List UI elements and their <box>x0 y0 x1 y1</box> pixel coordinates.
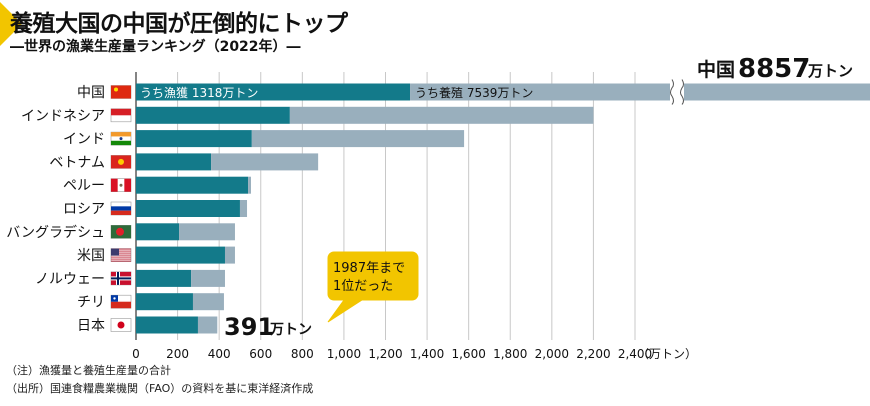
category-label: ペルー <box>63 178 105 194</box>
x-tick-label: 1,600 <box>451 347 485 361</box>
bar-capture <box>136 269 192 287</box>
bar-aquaculture <box>239 200 248 217</box>
bar-capture <box>136 106 290 124</box>
category-label: 中国 <box>77 85 105 101</box>
note-source: （出所）国連食糧農業機関（FAO）の資料を基に東洋経済作成 <box>6 382 314 395</box>
china-total-value: 8857 <box>738 54 810 84</box>
axis-break-mark <box>680 79 684 105</box>
aquaculture-data-label: うち養殖 7539万トン <box>415 85 533 100</box>
x-tick-label: 1,800 <box>493 347 527 361</box>
bar-capture <box>136 293 193 311</box>
china-total-unit: 万トン <box>807 62 853 80</box>
peru-flag-icon <box>110 178 132 192</box>
note-footnote: （注）漁獲量と養殖生産量の合計 <box>6 364 171 377</box>
bar-capture <box>136 83 411 101</box>
indonesia-flag-icon <box>110 108 132 123</box>
bar-capture <box>136 246 225 264</box>
bar-aquaculture <box>179 223 235 241</box>
china-total-name: 中国 <box>697 58 735 81</box>
japan-total-value: 391 <box>224 313 274 341</box>
bar-aquaculture <box>197 316 218 334</box>
x-tick-label: 600 <box>249 347 272 361</box>
bar-aquaculture <box>211 153 319 171</box>
chart-title: 養殖大国の中国が圧倒的にトップ <box>10 11 348 37</box>
x-tick-label: 200 <box>166 347 189 361</box>
category-label: インドネシア <box>21 108 105 124</box>
bar-capture <box>136 316 198 334</box>
india-flag-icon <box>110 131 132 146</box>
bar-capture <box>136 223 180 241</box>
chart-subtitle: ―世界の漁業生産量ランキング（2022年）― <box>10 39 301 55</box>
category-label: インド <box>63 132 105 148</box>
bar-aquaculture <box>191 269 225 287</box>
accent-triangle <box>0 2 22 46</box>
usa-flag-icon <box>110 248 132 262</box>
callout-text-line2: 1位だった <box>333 279 393 294</box>
bar-aquaculture <box>248 176 251 194</box>
x-axis-unit: （万トン） <box>637 347 697 361</box>
bar-aquaculture <box>192 293 224 311</box>
category-label: 日本 <box>77 318 105 334</box>
vietnam-flag-icon <box>110 155 132 169</box>
china-flag-icon <box>110 85 132 99</box>
axis-break-mark <box>670 79 674 105</box>
bar-aquaculture <box>410 83 870 101</box>
x-tick-label: 1,400 <box>410 347 444 361</box>
x-tick-label: 2,000 <box>535 347 569 361</box>
category-label: チリ <box>77 295 105 311</box>
bangladesh-flag-icon <box>110 225 132 239</box>
x-tick-label: 1,200 <box>368 347 402 361</box>
bar-capture <box>136 200 240 217</box>
russia-flag-icon <box>110 201 132 216</box>
bar-capture <box>136 153 212 171</box>
capture-data-label: うち漁獲 1318万トン <box>140 86 258 100</box>
callout-text-line1: 1987年まで <box>333 261 405 276</box>
bar-aquaculture <box>224 246 235 264</box>
category-label: ベトナム <box>49 155 105 171</box>
x-tick-label: 1,000 <box>327 347 361 361</box>
norway-flag-icon <box>110 271 132 286</box>
bar-capture <box>136 176 249 194</box>
category-label: ノルウェー <box>35 271 105 287</box>
x-tick-label: 800 <box>291 347 314 361</box>
x-tick-label: 400 <box>208 347 231 361</box>
japan-flag-icon <box>110 318 132 332</box>
bar-capture <box>136 130 252 148</box>
axis-break-gap <box>670 80 684 104</box>
category-label: ロシア <box>63 202 105 218</box>
category-label: バングラデシュ <box>6 224 105 241</box>
x-tick-label: 2,400 <box>618 347 652 361</box>
chile-flag-icon <box>110 294 132 309</box>
japan-total-unit: 万トン <box>269 322 312 338</box>
x-tick-label: 2,200 <box>576 347 610 361</box>
x-tick-label: 0 <box>132 347 140 361</box>
bar-aquaculture <box>289 106 594 124</box>
category-label: 米国 <box>77 248 105 264</box>
bar-aquaculture <box>251 130 465 148</box>
callout-bubble <box>327 251 419 323</box>
